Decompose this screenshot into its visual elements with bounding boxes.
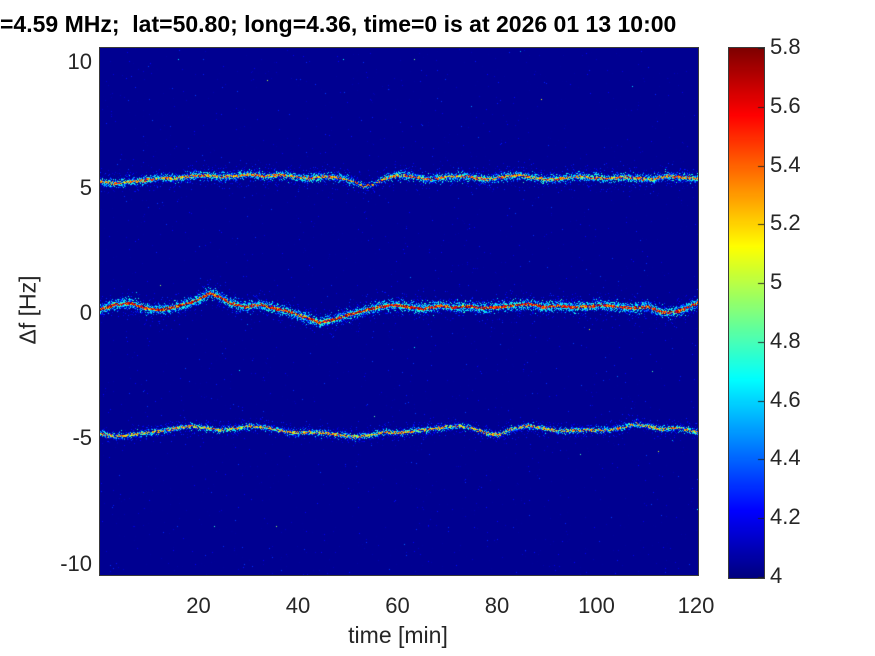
colorbar-tick-label: 5.6 bbox=[770, 92, 801, 118]
x-tick-label: 60 bbox=[385, 593, 410, 618]
x-tick-label: 20 bbox=[186, 593, 211, 618]
x-tick-label: 40 bbox=[285, 593, 311, 618]
colorbar-tick-label: 5.4 bbox=[770, 151, 801, 177]
x-tick-label: 80 bbox=[484, 593, 510, 618]
x-axis-label: time [min] bbox=[348, 622, 448, 648]
y-tick-label: -10 bbox=[60, 550, 92, 576]
colorbar-tick-label: 5 bbox=[770, 269, 783, 295]
spectrogram-heatmap bbox=[99, 47, 699, 576]
colorbar-tick-label: 4.2 bbox=[770, 504, 801, 530]
plot-title: =4.59 MHz; lat=50.80; long=4.36, time=0 … bbox=[0, 11, 677, 37]
colorbar-tick-label: 5.2 bbox=[770, 210, 801, 236]
y-tick-label: -5 bbox=[72, 425, 92, 451]
x-tick-label: 120 bbox=[677, 593, 715, 618]
y-tick-label: 0 bbox=[79, 300, 92, 325]
y-tick-label: 5 bbox=[79, 174, 92, 200]
colorbar-tick-label: 4.8 bbox=[770, 327, 801, 353]
colorbar-tick-label: 4 bbox=[770, 563, 783, 588]
x-tick-label: 100 bbox=[578, 593, 615, 618]
colorbar-tick-label: 4.4 bbox=[770, 445, 801, 471]
colorbar-tick-label: 5.8 bbox=[770, 34, 801, 59]
y-tick-label: 10 bbox=[67, 49, 92, 75]
colorbar-tick-label: 4.6 bbox=[770, 386, 801, 412]
colorbar bbox=[728, 47, 765, 579]
